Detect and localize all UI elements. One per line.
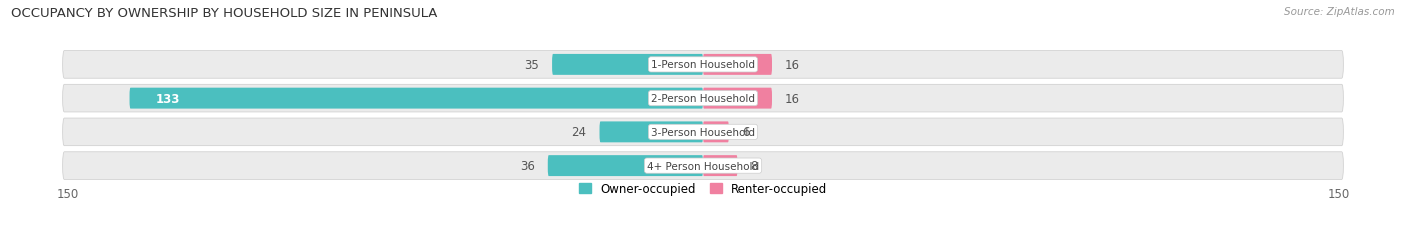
- Text: OCCUPANCY BY OWNERSHIP BY HOUSEHOLD SIZE IN PENINSULA: OCCUPANCY BY OWNERSHIP BY HOUSEHOLD SIZE…: [11, 7, 437, 20]
- FancyBboxPatch shape: [703, 122, 728, 143]
- Text: 35: 35: [524, 59, 538, 72]
- Text: 2-Person Household: 2-Person Household: [651, 94, 755, 104]
- Text: 24: 24: [572, 126, 586, 139]
- FancyBboxPatch shape: [703, 88, 772, 109]
- Text: 6: 6: [742, 126, 749, 139]
- FancyBboxPatch shape: [63, 85, 1343, 112]
- Text: 3-Person Household: 3-Person Household: [651, 127, 755, 137]
- FancyBboxPatch shape: [599, 122, 703, 143]
- Text: 4+ Person Household: 4+ Person Household: [647, 161, 759, 171]
- FancyBboxPatch shape: [703, 55, 772, 76]
- Legend: Owner-occupied, Renter-occupied: Owner-occupied, Renter-occupied: [579, 182, 827, 195]
- Text: 150: 150: [56, 187, 79, 200]
- Text: 133: 133: [156, 92, 180, 105]
- FancyBboxPatch shape: [553, 55, 703, 76]
- Text: 150: 150: [1327, 187, 1350, 200]
- Text: 8: 8: [751, 159, 758, 172]
- FancyBboxPatch shape: [548, 155, 703, 176]
- Text: 16: 16: [785, 92, 800, 105]
- FancyBboxPatch shape: [63, 51, 1343, 79]
- Text: 1-Person Household: 1-Person Household: [651, 60, 755, 70]
- FancyBboxPatch shape: [703, 155, 738, 176]
- FancyBboxPatch shape: [129, 88, 703, 109]
- Text: 16: 16: [785, 59, 800, 72]
- Text: Source: ZipAtlas.com: Source: ZipAtlas.com: [1284, 7, 1395, 17]
- FancyBboxPatch shape: [63, 119, 1343, 146]
- Text: 36: 36: [520, 159, 534, 172]
- FancyBboxPatch shape: [63, 152, 1343, 180]
